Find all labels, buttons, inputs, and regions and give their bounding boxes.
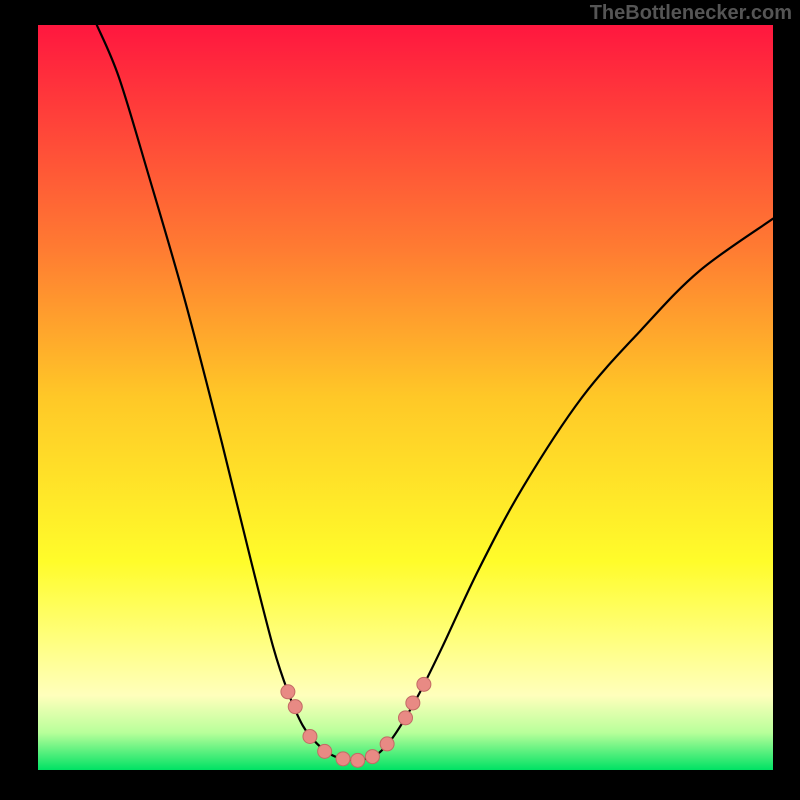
chart-container: TheBottlenecker.com — [0, 0, 800, 800]
chart-panel — [38, 25, 773, 770]
attribution-watermark: TheBottlenecker.com — [590, 2, 792, 25]
